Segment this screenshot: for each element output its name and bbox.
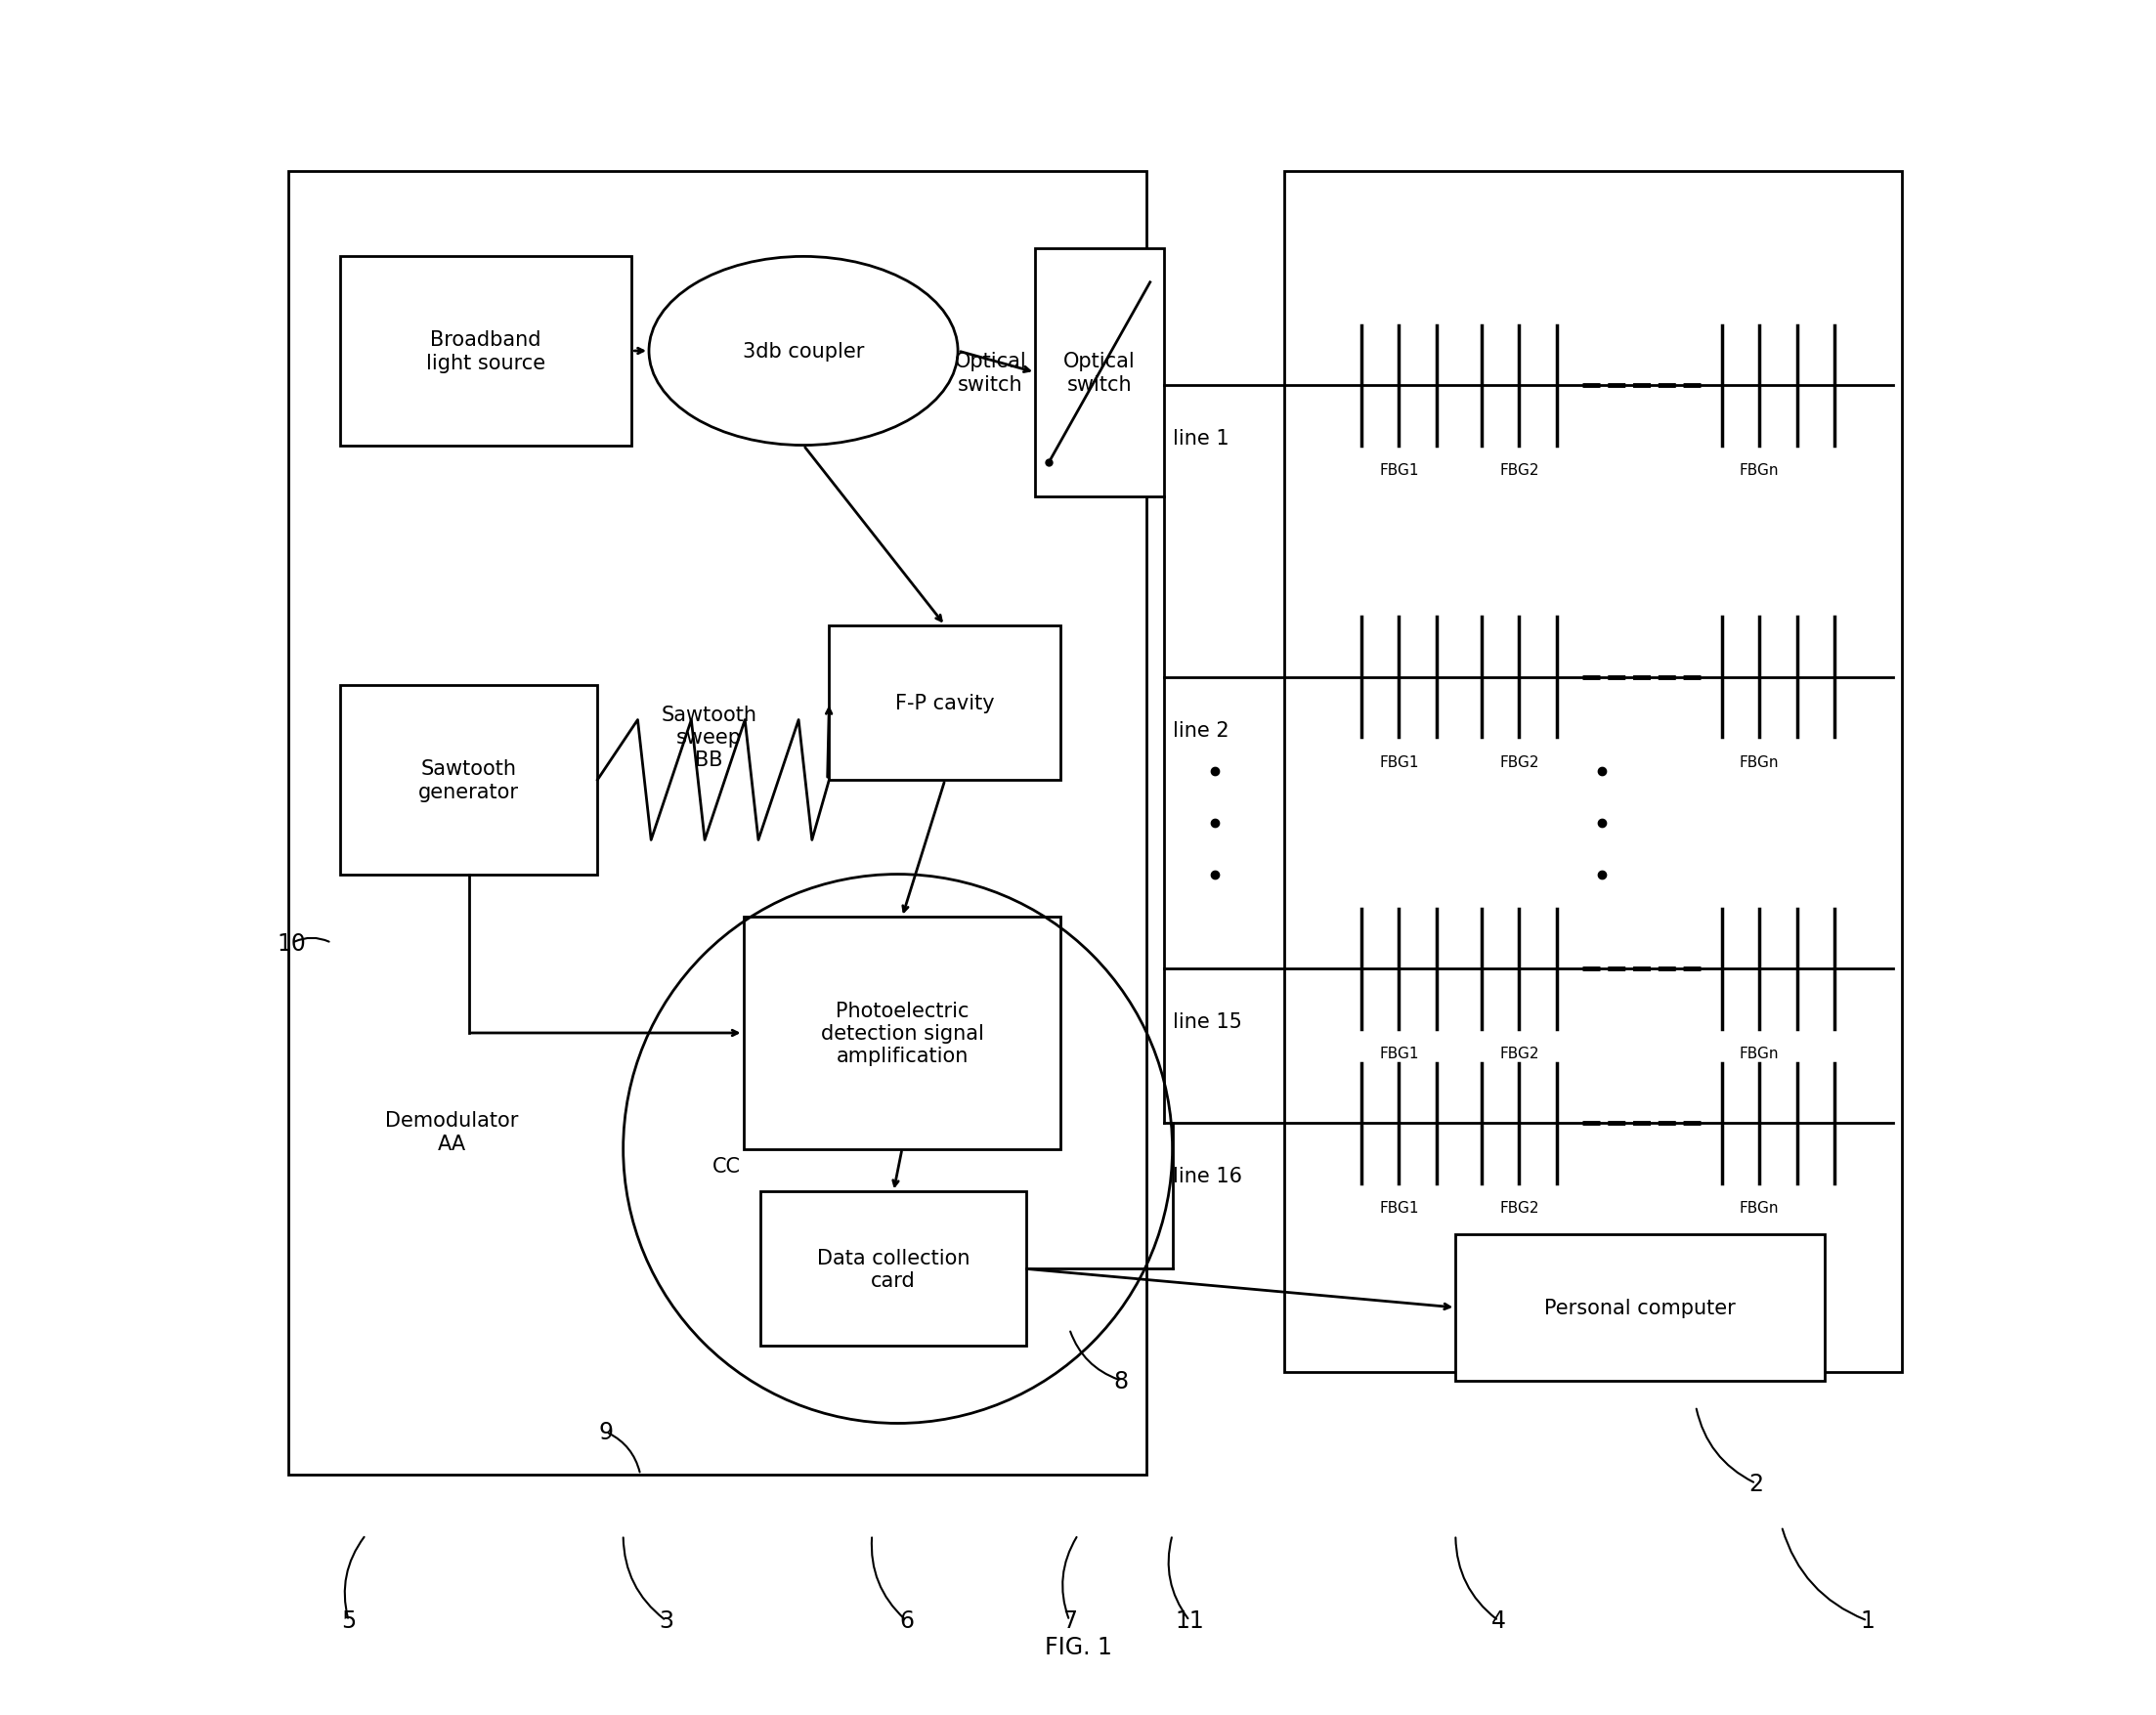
Text: 2: 2 <box>1749 1471 1764 1495</box>
Text: Data collection
card: Data collection card <box>817 1249 970 1290</box>
Text: 3: 3 <box>660 1609 673 1633</box>
Text: FBG1: FBG1 <box>1380 1200 1419 1216</box>
Text: Photoelectric
detection signal
amplification: Photoelectric detection signal amplifica… <box>821 1002 983 1065</box>
Bar <box>761 1192 1026 1346</box>
Text: F-P cavity: F-P cavity <box>895 693 994 713</box>
Text: 6: 6 <box>899 1609 914 1633</box>
Text: 10: 10 <box>278 931 306 955</box>
Text: FBG2: FBG2 <box>1498 463 1539 478</box>
Text: 1: 1 <box>1861 1609 1876 1633</box>
Text: FBG1: FBG1 <box>1380 755 1419 770</box>
Text: FBGn: FBGn <box>1740 1046 1779 1062</box>
Text: line 16: line 16 <box>1173 1166 1242 1185</box>
Bar <box>1035 249 1164 497</box>
Text: 5: 5 <box>341 1609 356 1633</box>
Bar <box>744 918 1061 1149</box>
Text: FBG2: FBG2 <box>1498 1200 1539 1216</box>
Text: 9: 9 <box>599 1420 612 1444</box>
Text: line 2: line 2 <box>1173 720 1229 739</box>
Bar <box>341 257 632 446</box>
Text: Personal computer: Personal computer <box>1544 1298 1736 1317</box>
Text: 3db coupler: 3db coupler <box>742 341 865 362</box>
Text: Optical
switch: Optical switch <box>955 352 1026 394</box>
Text: line 1: line 1 <box>1173 429 1229 448</box>
Text: FBG1: FBG1 <box>1380 1046 1419 1062</box>
Text: Demodulator
AA: Demodulator AA <box>386 1111 517 1152</box>
Ellipse shape <box>649 257 957 446</box>
Bar <box>289 172 1147 1475</box>
Text: Broadband
light source: Broadband light source <box>427 331 545 372</box>
Text: FBG1: FBG1 <box>1380 463 1419 478</box>
Text: FBG2: FBG2 <box>1498 1046 1539 1062</box>
Text: CC: CC <box>711 1156 740 1176</box>
Text: line 15: line 15 <box>1173 1012 1242 1031</box>
Text: 4: 4 <box>1492 1609 1505 1633</box>
Text: FIG. 1: FIG. 1 <box>1044 1634 1112 1658</box>
Text: FBGn: FBGn <box>1740 755 1779 770</box>
Text: FBG2: FBG2 <box>1498 755 1539 770</box>
Text: Sawtooth
generator: Sawtooth generator <box>418 760 520 801</box>
Bar <box>1285 172 1902 1372</box>
Bar <box>1455 1235 1824 1381</box>
Text: Sawtooth
sweep
BB: Sawtooth sweep BB <box>662 705 757 770</box>
Text: 8: 8 <box>1112 1369 1128 1393</box>
Text: 11: 11 <box>1175 1609 1203 1633</box>
Text: Optical
switch: Optical switch <box>1063 352 1136 394</box>
Text: FBGn: FBGn <box>1740 1200 1779 1216</box>
Text: 7: 7 <box>1063 1609 1076 1633</box>
Text: FBGn: FBGn <box>1740 463 1779 478</box>
Bar <box>830 626 1061 780</box>
Bar <box>341 686 597 875</box>
